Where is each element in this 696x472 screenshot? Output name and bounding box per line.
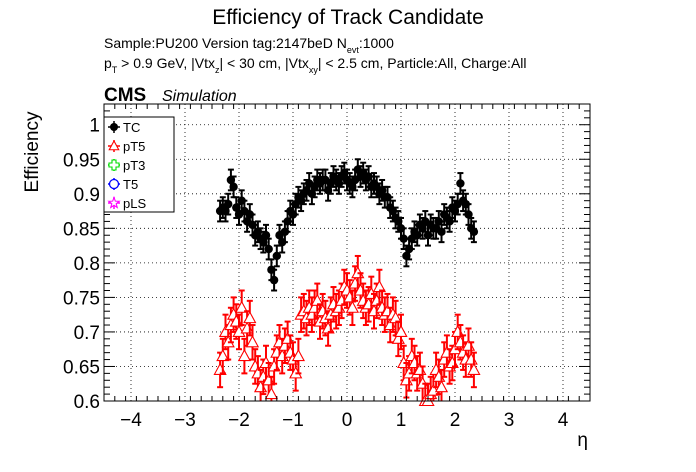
data-point [399,234,408,243]
legend-item-pls: pLS [107,195,146,211]
data-point [464,210,473,219]
series-pt5 [213,254,481,407]
x-tick-label: 2 [450,410,461,431]
grid-lines [104,104,590,402]
sample-info-text: Sample:PU200 Version tag:2147beD N [104,35,347,51]
data-point [467,362,481,375]
data-point [264,386,279,400]
sample-info-sub: evt [347,45,360,55]
data-point [291,348,306,362]
data-point [272,251,281,261]
y-tick-label: 1 [89,116,100,137]
data-point [469,227,479,236]
y-tick-label: 0.9 [74,185,100,206]
cuts-part: > 0.9 GeV, |Vtx [117,55,215,71]
cuts-part: | < 2.5 cm, Particle:All, Charge:All [318,55,527,71]
x-tick-label: −4 [120,410,142,431]
legend-marker [108,159,120,171]
legend-item-pt3: pT3 [108,158,145,173]
data-point [445,217,454,226]
simulation-label: Simulation [162,88,237,105]
data-point [261,231,271,240]
x-tick-label: 4 [558,410,569,431]
y-tick-label: 0.75 [63,288,100,309]
x-axis-label: η [577,430,588,451]
x-tick-label: −2 [228,410,250,431]
cuts-info-line: pT > 0.9 GeV, |Vtxz| < 30 cm, |Vtxxy| < … [104,55,527,75]
cuts-part: p [104,55,112,71]
x-tick-label: 1 [396,410,407,431]
cuts-part: | < 30 cm, |Vtx [219,55,308,71]
y-tick-label: 0.7 [74,323,100,344]
data-point [437,227,446,236]
data-point [237,348,252,362]
data-point [216,348,230,362]
legend-marker [108,178,120,190]
legend-label: pLS [123,196,146,211]
legend-label: pT3 [123,158,145,173]
y-tick-label: 0.65 [63,357,100,378]
data-point [269,275,279,285]
legend-marker [110,123,118,131]
data-point [372,279,387,293]
cuts-part: T [112,65,118,75]
cms-label: CMS [104,85,146,106]
legend-item-t5: T5 [108,177,138,192]
series-tc [215,158,479,292]
data-point [264,244,273,254]
data-point [394,324,408,337]
data-point [310,293,324,306]
data-point [434,380,449,393]
plot-frame [103,103,591,402]
y-tick-label: 0.95 [63,150,100,171]
sample-info-tail: :1000 [359,35,394,51]
y-tick-label: 0.6 [74,392,100,413]
legend-label: pT5 [123,139,145,154]
y-tick-label: 0.8 [74,254,100,275]
data-point [229,182,238,192]
chart-title: Efficiency of Track Candidate [212,6,484,29]
y-axis-label: Efficiency [22,111,43,192]
legend: TC pT5 pT3 T5 pLS [103,116,175,213]
data-point [388,310,403,324]
legend-item-tc: TC [108,120,140,135]
x-tick-label: 3 [504,410,515,431]
axes: −4 −3 −2 −1 0 1 2 3 4 0.6 0.65 0.7 0.75 0.8 0.85 0.9 0.9… [63,103,591,431]
legend-item-pt5: pT5 [108,139,145,154]
data-point [456,179,465,188]
x-tick-label: −1 [282,410,304,431]
legend-label: TC [123,120,140,135]
sample-info-line: Sample:PU200 Version tag:2147beD Nevt:10… [104,35,394,55]
data-point [345,300,360,313]
data-point [243,310,257,324]
data-point [245,335,260,348]
legend-marker [108,139,120,151]
y-tick-label: 0.85 [63,219,100,240]
x-tick-label: −3 [174,410,196,431]
cuts-part: z [215,65,220,75]
legend-label: T5 [123,177,138,192]
data-series [213,158,481,407]
data-point [235,300,249,313]
data-point [224,199,233,209]
x-tick-label: 0 [342,410,353,431]
legend-marker [107,195,121,209]
cuts-part: xy [309,65,319,75]
